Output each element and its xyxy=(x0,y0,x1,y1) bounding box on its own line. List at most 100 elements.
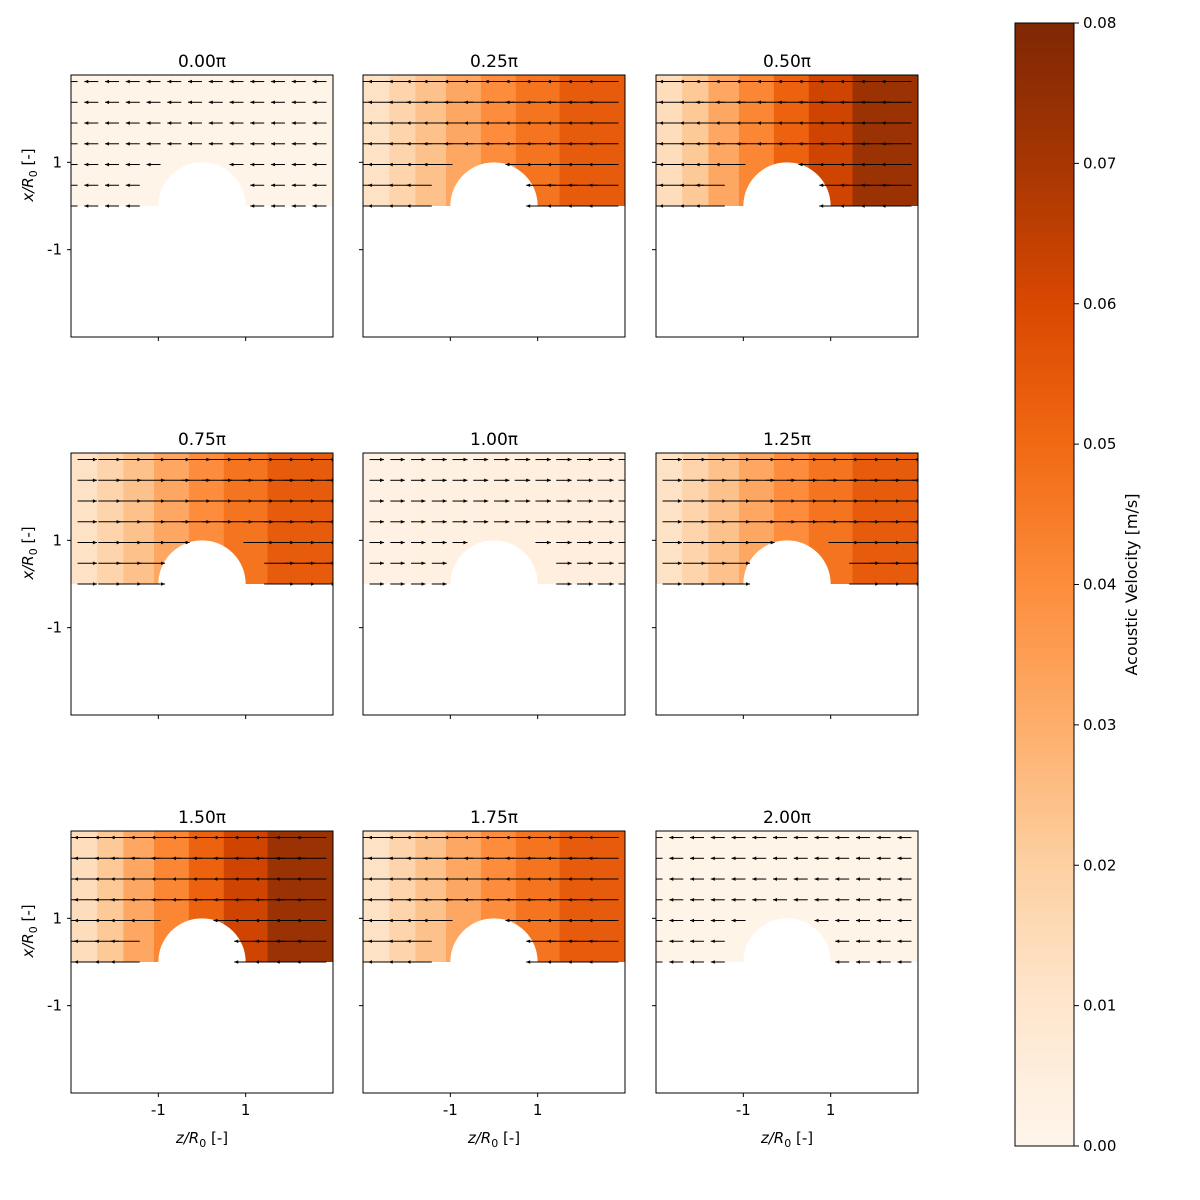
arrow-head xyxy=(484,856,489,861)
arrow-head xyxy=(167,100,172,105)
arrow-head xyxy=(588,204,593,208)
arrow-head xyxy=(234,960,239,964)
velocity-band xyxy=(682,453,709,584)
arrow-head xyxy=(839,79,844,84)
arrow-head xyxy=(484,897,489,902)
arrow-head xyxy=(130,856,135,861)
arrow-head xyxy=(270,79,275,84)
arrow-head xyxy=(588,121,593,125)
arrow-head xyxy=(57,877,61,881)
arrow-head xyxy=(130,877,135,881)
arrow-head xyxy=(649,856,653,860)
arrow-head xyxy=(609,540,614,545)
arrow-head xyxy=(250,204,255,208)
arrow-head xyxy=(442,582,447,586)
arrow-head xyxy=(421,561,426,566)
obstacle-semicircle xyxy=(743,540,831,584)
velocity-band xyxy=(852,453,918,584)
arrow-head xyxy=(192,856,197,861)
arrow-head xyxy=(819,204,824,208)
arrow-head xyxy=(57,960,61,964)
arrow-head xyxy=(567,582,572,586)
arrow-head xyxy=(526,877,531,881)
arrow-head xyxy=(167,121,172,125)
arrow-head xyxy=(793,877,798,881)
arrow-head xyxy=(777,121,782,125)
arrow-head xyxy=(442,540,447,545)
arrow-head xyxy=(84,204,89,208)
arrow-head xyxy=(234,918,239,923)
arrow-head xyxy=(588,519,593,524)
arrow-head xyxy=(250,162,255,167)
arrow-head xyxy=(757,79,761,84)
arrow-head xyxy=(679,141,684,146)
arrow-head xyxy=(444,141,449,146)
arrow-head xyxy=(649,836,653,840)
arrow-head xyxy=(746,582,751,586)
arrow-head xyxy=(731,918,736,923)
arrow-head xyxy=(312,121,317,125)
arrow-head xyxy=(835,897,840,902)
arrow-head xyxy=(710,939,715,944)
arrow-head xyxy=(74,918,79,923)
arrow-head xyxy=(442,478,447,483)
arrow-head xyxy=(546,960,551,964)
arrow-head xyxy=(137,561,142,566)
arrow-head xyxy=(388,877,393,881)
arrow-head xyxy=(715,141,720,146)
arrow-head xyxy=(254,939,259,944)
arrow-head xyxy=(110,856,115,861)
arrow-head xyxy=(312,162,317,167)
arrow-head xyxy=(484,835,489,840)
arrow-head xyxy=(250,121,255,125)
arrow-head xyxy=(172,835,176,840)
arrow-head xyxy=(736,141,741,146)
panel-0: 0.00π 1 -1 x/R0 [-] xyxy=(19,52,334,341)
arrow-head xyxy=(444,856,449,861)
arrow-head xyxy=(609,478,614,483)
arrow-head xyxy=(350,163,354,167)
panel-frame xyxy=(655,74,919,338)
panel-frame xyxy=(362,74,626,338)
arrow-head xyxy=(701,540,706,545)
arrow-head xyxy=(588,918,593,923)
arrow-head xyxy=(92,499,97,503)
arrow-head xyxy=(64,80,68,84)
velocity-band xyxy=(97,831,124,962)
x-tick-label: 1 xyxy=(826,1101,836,1119)
arrow-head xyxy=(588,540,593,545)
y-axis-label: x/R0 [-] xyxy=(19,148,40,202)
arrow-head xyxy=(350,856,354,860)
arrow-head xyxy=(642,121,646,125)
arrow-head xyxy=(659,141,664,146)
arrow-head xyxy=(444,100,449,105)
arrow-head xyxy=(367,939,372,944)
arrow-head xyxy=(505,897,510,902)
arrow-head xyxy=(234,897,239,902)
arrow-head xyxy=(380,582,385,586)
obstacle-semicircle xyxy=(450,918,538,962)
arrow-head xyxy=(463,519,468,524)
arrow-head xyxy=(137,478,142,483)
velocity-band xyxy=(708,453,740,584)
colorbar: 0.00 0.01 0.02 0.03 0.04 0.05 0.06 0.07 0.08 Acou… xyxy=(1014,14,1141,1155)
panel-title: 0.75π xyxy=(178,430,226,450)
arrow-head xyxy=(192,897,197,902)
arrow-head xyxy=(464,141,468,146)
arrow-head xyxy=(367,121,372,125)
arrow-head xyxy=(423,918,428,923)
arrow-head xyxy=(588,162,593,167)
arrow-head xyxy=(94,939,99,944)
arrow-head xyxy=(406,856,411,861)
arrow-head xyxy=(172,897,176,902)
arrow-head xyxy=(677,561,682,566)
arrow-head xyxy=(406,183,411,188)
arrow-head xyxy=(642,204,646,208)
arrow-head xyxy=(250,100,255,105)
arrow-head xyxy=(757,121,761,125)
arrow-head xyxy=(876,939,881,944)
velocity-band xyxy=(71,75,98,206)
arrow-head xyxy=(897,835,902,840)
arrow-head xyxy=(876,897,881,902)
arrow-head xyxy=(814,835,819,840)
